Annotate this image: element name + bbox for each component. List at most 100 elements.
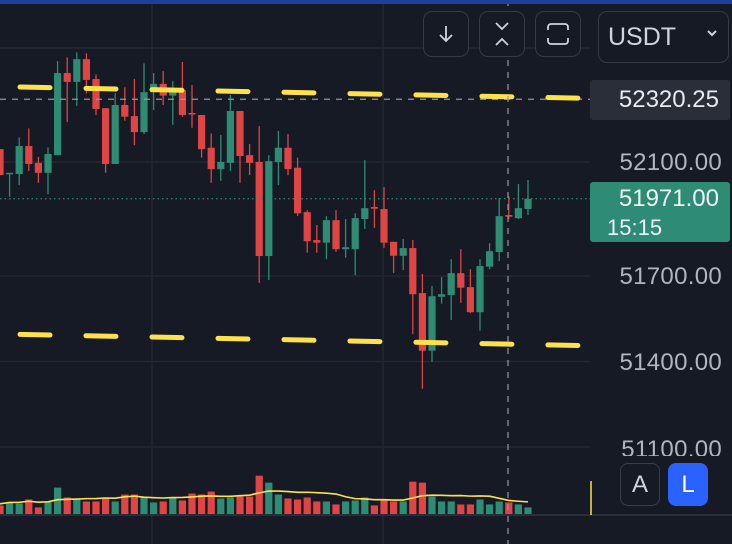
volume-bar xyxy=(6,502,14,514)
candle-body xyxy=(486,251,494,267)
volume-bar xyxy=(169,497,177,514)
trendline xyxy=(17,331,583,349)
candle-body xyxy=(332,220,340,250)
volume-bar xyxy=(159,501,167,514)
volume-bar xyxy=(390,501,398,514)
currency-value: USDT xyxy=(608,22,677,51)
volume-bar xyxy=(25,499,33,514)
candle-body xyxy=(207,147,215,170)
candle-body xyxy=(438,294,446,297)
candle-body xyxy=(188,112,196,115)
volume-bar xyxy=(322,501,330,514)
candle-body xyxy=(514,208,522,219)
candle-body xyxy=(313,240,321,243)
candle-body xyxy=(6,172,14,175)
volume-bar xyxy=(524,507,532,514)
volume-bar xyxy=(418,482,426,514)
current-price: 51971.00 xyxy=(618,185,719,212)
candle-body xyxy=(447,273,455,296)
collapse-vertical-icon xyxy=(495,22,509,46)
trendlines[interactable] xyxy=(17,84,583,349)
volume-bar xyxy=(44,501,52,514)
volume-bar xyxy=(274,494,282,514)
grid-lines xyxy=(0,0,590,544)
candle-body xyxy=(284,147,292,170)
candles xyxy=(0,52,532,389)
volume-bar xyxy=(198,494,206,514)
volume-bar xyxy=(217,498,225,514)
volume-bar xyxy=(111,501,119,514)
candle-body xyxy=(102,108,110,164)
candle-body xyxy=(399,248,407,256)
auto-scale-button[interactable]: A xyxy=(620,463,660,506)
volume-bar xyxy=(361,497,369,514)
candle-body xyxy=(82,59,90,80)
volume-bar xyxy=(54,487,62,514)
volume-bar xyxy=(130,494,138,514)
volume-bar xyxy=(92,501,100,514)
log-scale-button[interactable]: L xyxy=(668,463,708,506)
volume-bar xyxy=(140,497,148,514)
fullscreen-button[interactable] xyxy=(535,11,581,57)
volume-bar xyxy=(514,504,522,514)
candle-body xyxy=(246,155,254,163)
candle-body xyxy=(217,162,225,170)
crosshair-price: 52320.25 xyxy=(618,86,719,113)
volume-bar xyxy=(313,501,321,514)
volume-bar xyxy=(63,497,71,514)
candle-body xyxy=(265,161,273,257)
candle-body xyxy=(466,287,474,313)
candle-body xyxy=(505,215,513,217)
volume-bar xyxy=(265,482,273,514)
volume-bar xyxy=(399,501,407,514)
volume-bar xyxy=(303,497,311,514)
volume-bar xyxy=(351,500,359,514)
volume-bar xyxy=(495,501,503,514)
volume-bar xyxy=(342,501,350,514)
volume-bar xyxy=(332,504,340,514)
volume-bar xyxy=(380,499,388,514)
candle-body xyxy=(418,293,426,351)
candle-body xyxy=(198,114,206,150)
candle-body xyxy=(111,105,119,164)
candle-body xyxy=(236,110,244,157)
candle-body xyxy=(409,248,417,295)
candle-body xyxy=(15,146,23,174)
crosshair-price-label: 52320.25 xyxy=(590,80,730,120)
volume-bar xyxy=(226,497,234,514)
current-price-label: 51971.00 15:15 xyxy=(590,182,730,242)
candle-body xyxy=(44,154,52,173)
volume-bar xyxy=(370,505,378,514)
currency-select[interactable]: USDT xyxy=(598,11,729,63)
candle-body xyxy=(428,296,436,351)
candle-body xyxy=(495,216,503,253)
volume-bar xyxy=(438,501,446,514)
candle-body xyxy=(73,59,81,82)
volume-bar xyxy=(0,505,4,514)
volume-bar xyxy=(447,501,455,514)
price-axis-label: 51100.00 xyxy=(621,436,722,456)
candle-body xyxy=(294,167,302,214)
volume-bar xyxy=(236,496,244,514)
volume-bar xyxy=(207,491,215,514)
price-axis-label: 52100.00 xyxy=(619,149,722,176)
scroll-to-latest-button[interactable] xyxy=(423,11,469,57)
volume-bar xyxy=(82,501,90,514)
arrow-down-icon xyxy=(439,26,453,43)
candle-body xyxy=(92,79,100,109)
candle-body xyxy=(361,208,369,219)
candle-body xyxy=(476,266,484,313)
candle-body xyxy=(0,149,4,176)
bar-countdown: 15:15 xyxy=(607,215,663,240)
volume-bar xyxy=(476,499,484,514)
volume-bar xyxy=(121,494,129,514)
chevron-down-icon xyxy=(707,30,717,37)
candle-body xyxy=(130,116,138,133)
volume-bar xyxy=(150,502,158,514)
volume-bar xyxy=(34,507,42,514)
top-accent-bar xyxy=(0,0,732,4)
candle-body xyxy=(169,90,177,96)
price-axis-label: 51700.00 xyxy=(619,263,722,290)
fit-chart-button[interactable] xyxy=(479,11,525,57)
